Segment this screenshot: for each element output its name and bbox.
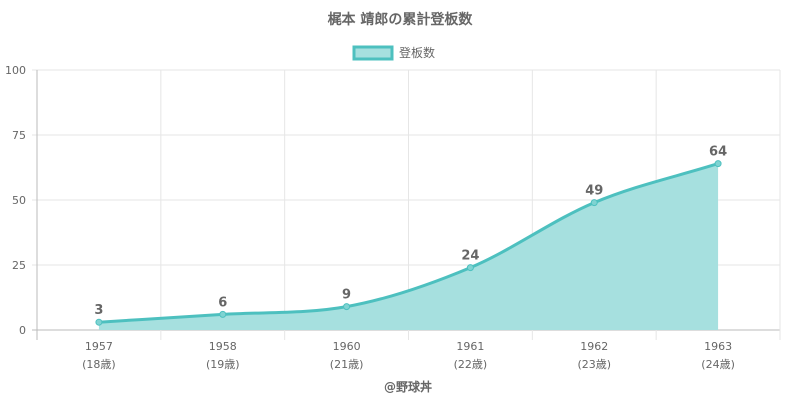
x-tick-age: (24歳) (701, 358, 735, 371)
y-tick-label: 25 (12, 259, 26, 272)
y-tick-label: 0 (19, 324, 26, 337)
data-point[interactable] (590, 199, 598, 207)
x-axis: 1957 (18歳) 1958 (19歳) 1960 (21歳) 1961 (22歳) 1962… (82, 340, 735, 371)
data-labels: 3 6 9 24 49 64 (94, 145, 727, 319)
x-tick-age: (18歳) (82, 358, 116, 371)
x-tick-age: (19歳) (206, 358, 240, 371)
data-point[interactable] (343, 303, 351, 311)
y-tick-label: 75 (12, 129, 26, 142)
series-area-fill (98, 163, 719, 330)
series-area (95, 160, 722, 330)
legend-swatch (352, 45, 394, 61)
data-label: 9 (342, 288, 351, 303)
data-label: 64 (709, 145, 727, 160)
x-tick-year: 1958 (209, 340, 237, 353)
chart-title: 梶本 靖郎の累計登板数 (328, 11, 474, 28)
y-tick-label: 100 (5, 64, 26, 77)
series-line (98, 162, 719, 324)
data-point[interactable] (714, 160, 722, 168)
x-tick-age: (21歳) (330, 358, 364, 371)
legend[interactable]: 登板数 (352, 45, 435, 61)
data-label: 6 (218, 295, 227, 310)
x-tick-year: 1963 (704, 340, 732, 353)
x-tick-year: 1961 (456, 340, 484, 353)
credit-text: @野球丼 (384, 379, 432, 394)
legend-label: 登板数 (399, 45, 435, 60)
x-tick-year: 1962 (580, 340, 608, 353)
data-point[interactable] (466, 264, 474, 272)
data-label: 49 (585, 184, 603, 199)
y-tick-label: 50 (12, 194, 26, 207)
x-tick-year: 1960 (333, 340, 361, 353)
x-tick-age: (22歳) (454, 358, 488, 371)
data-point[interactable] (219, 310, 227, 318)
x-tick-age: (23歳) (577, 358, 611, 371)
data-point[interactable] (95, 318, 103, 326)
data-label: 24 (461, 249, 479, 264)
data-label: 3 (94, 303, 103, 318)
grid (32, 69, 781, 340)
y-axis: 0 25 50 75 100 (5, 64, 26, 337)
x-tick-year: 1957 (85, 340, 113, 353)
